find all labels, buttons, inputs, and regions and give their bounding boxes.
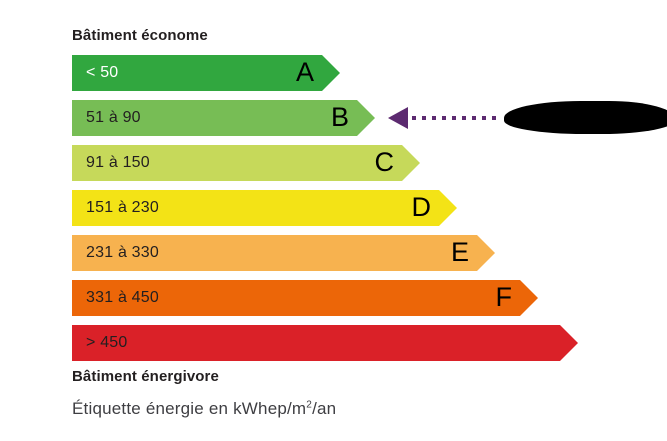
energy-class-bar-c: 91 à 150 C xyxy=(72,145,420,181)
bar-shape-d xyxy=(72,190,457,226)
bar-class-letter: E xyxy=(450,237,469,267)
unit-suffix: /an xyxy=(312,399,337,418)
redacted-value-blob xyxy=(504,101,667,134)
energy-class-bar-e: 231 à 330 E xyxy=(72,235,495,271)
caption-energy-hungry-building: Bâtiment énergivore xyxy=(72,368,219,385)
pointer-dotted-line xyxy=(412,116,498,120)
bar-shape-b xyxy=(72,100,375,136)
bar-range-label: < 50 xyxy=(86,64,119,81)
unit-prefix: Étiquette énergie en kWhep/m xyxy=(72,399,307,418)
energy-class-bar-f: 331 à 450 F xyxy=(72,280,538,316)
bar-class-letter: F xyxy=(495,282,513,312)
bar-range-label: 151 à 230 xyxy=(86,199,159,216)
bar-range-label: 51 à 90 xyxy=(86,109,141,126)
bar-shape-f xyxy=(72,280,538,316)
bar-class-letter: D xyxy=(411,192,432,222)
bar-shape-a xyxy=(72,55,340,91)
bar-class-letter: A xyxy=(295,57,314,87)
bar-class-letter: B xyxy=(330,102,349,132)
caption-economical-building: Bâtiment économe xyxy=(72,27,208,44)
bar-range-label: 331 à 450 xyxy=(86,289,159,306)
bar-range-label: 231 à 330 xyxy=(86,244,159,261)
bar-range-label: 91 à 150 xyxy=(86,154,150,171)
bar-shape-c xyxy=(72,145,420,181)
energy-label-unit-line: Étiquette énergie en kWhep/m2/an xyxy=(72,399,336,419)
bar-shape-g xyxy=(72,325,578,361)
current-rating-pointer xyxy=(388,100,667,136)
bar-class-letter: C xyxy=(374,147,395,177)
pointer-triangle-icon xyxy=(388,107,408,129)
energy-class-bar-g: > 450 xyxy=(72,325,578,361)
bar-range-label: > 450 xyxy=(86,334,128,351)
energy-class-bar-d: 151 à 230 D xyxy=(72,190,457,226)
bar-shape-e xyxy=(72,235,495,271)
energy-class-bar-a: < 50 A xyxy=(72,55,340,91)
energy-class-bar-b: 51 à 90 B xyxy=(72,100,375,136)
unit-exponent: 2 xyxy=(306,399,313,411)
